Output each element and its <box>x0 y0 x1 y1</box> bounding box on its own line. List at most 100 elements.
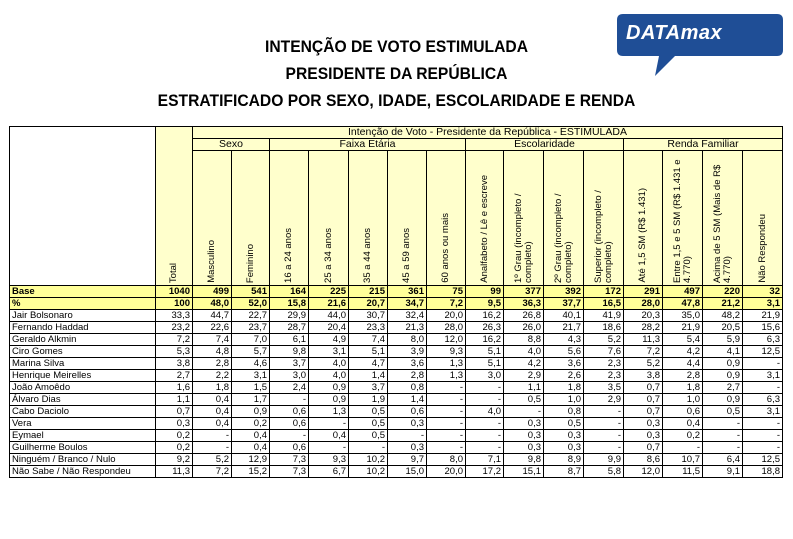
table-cell: 9,9 <box>583 453 624 466</box>
table-cell: 0,7 <box>623 393 663 406</box>
table-cell: 0,3 <box>623 417 663 430</box>
table-cell: 12,5 <box>742 345 783 358</box>
table-cell: 7,3 <box>269 453 309 466</box>
table-cell: - <box>387 429 427 442</box>
table-cell: - <box>465 429 504 442</box>
table-cell: 0,3 <box>623 429 663 442</box>
table-cell: 3,1 <box>742 297 783 310</box>
table-cell: 3,6 <box>387 357 427 370</box>
table-cell: 21,2 <box>702 297 743 310</box>
table-cell: 7,4 <box>348 333 388 346</box>
table-cell: 3,1 <box>231 369 270 382</box>
row-label: Eymael <box>9 429 156 442</box>
table-cell: 9,2 <box>155 453 193 466</box>
table-row: Vera 0,3 0,4 0,2 0,6-0,5 0,3- -0,3 0,5-0,3 0,4- - <box>9 417 783 430</box>
table-cell: 361 <box>387 285 427 298</box>
table-cell: 4,3 <box>543 333 584 346</box>
main-header: Intenção de Voto - Presidente da Repúbli… <box>192 126 783 139</box>
table-cell: 1,3 <box>308 405 349 418</box>
table-cell: 6,3 <box>742 393 783 406</box>
table-cell: 1,8 <box>192 381 232 394</box>
row-label: Guilherme Boulos <box>9 441 156 454</box>
table-cell: 0,5 <box>543 417 584 430</box>
table-cell: - <box>702 417 743 430</box>
table-cell: 12,0 <box>623 465 663 478</box>
row-label: Álvaro Dias <box>9 393 156 406</box>
table-cell: 164 <box>269 285 309 298</box>
table-cell: 172 <box>583 285 624 298</box>
table-cell: 0,3 <box>503 417 544 430</box>
table-cell: 4,2 <box>503 357 544 370</box>
table-cell: 0,4 <box>662 417 703 430</box>
row-label: Cabo Daciolo <box>9 405 156 418</box>
table-cell: 41,9 <box>583 309 624 322</box>
table-cell: 28,0 <box>426 321 466 334</box>
table-cell: 0,6 <box>269 441 309 454</box>
table-cell: 15,0 <box>387 465 427 478</box>
column-header: Não Respondeu <box>742 150 783 286</box>
table-row: Álvaro Dias 1,1 0,4 1,7-0,9 1,9 1,4- -0,5 1,0 2,… <box>9 393 783 406</box>
table-cell: 5,7 <box>231 345 270 358</box>
table-cell: - <box>742 441 783 454</box>
row-label: Geraldo Alkmin <box>9 333 156 346</box>
table-cell: 47,8 <box>662 297 703 310</box>
table-cell: 18,6 <box>583 321 624 334</box>
table-cell: 1,4 <box>387 393 427 406</box>
column-header: 1º Grau (incompleto / completo) <box>503 150 544 286</box>
table-cell: 7,0 <box>231 333 270 346</box>
table-cell: 21,7 <box>543 321 584 334</box>
column-header: 35 a 44 anos <box>348 150 388 286</box>
table-cell: 33,3 <box>155 309 193 322</box>
table-row: João Amoêdo 1,6 1,8 1,5 2,4 0,9 3,7 0,8- -1,1 1,8… <box>9 381 783 394</box>
table-cell: 3,7 <box>348 381 388 394</box>
table-cell: 28,0 <box>623 297 663 310</box>
table-cell: 34,7 <box>387 297 427 310</box>
table-cell: - <box>426 381 466 394</box>
table-cell: 215 <box>348 285 388 298</box>
table-cell: 3,7 <box>269 357 309 370</box>
table-row: Jair Bolsonaro 33,3 44,7 22,7 29,9 44,0 30,7 32… <box>9 309 783 322</box>
table-cell: 0,3 <box>543 429 584 442</box>
row-label: Marina Silva <box>9 357 156 370</box>
column-header: Até 1,5 SM (R$ 1.431) <box>623 150 663 286</box>
table-cell: 0,4 <box>231 441 270 454</box>
table-cell: - <box>503 405 544 418</box>
table-cell: 32 <box>742 285 783 298</box>
table-cell: 5,6 <box>543 345 584 358</box>
table-cell: 9,8 <box>503 453 544 466</box>
table-cell: 4,1 <box>702 345 743 358</box>
table-cell: 17,2 <box>465 465 504 478</box>
table-cell: 2,3 <box>583 357 624 370</box>
table-cell: 2,7 <box>155 369 193 382</box>
table-cell: 5,1 <box>348 345 388 358</box>
table-cell: 100 <box>155 297 193 310</box>
table-cell: - <box>702 429 743 442</box>
table-cell: 5,9 <box>702 333 743 346</box>
table-cell: 7,2 <box>426 297 466 310</box>
table-cell: 30,7 <box>348 309 388 322</box>
table-cell: 12,0 <box>426 333 466 346</box>
table-cell: - <box>583 405 624 418</box>
column-header: 25 a 34 anos <box>308 150 349 286</box>
table-cell: - <box>426 405 466 418</box>
table-cell: 9,3 <box>308 453 349 466</box>
table-cell: 5,2 <box>192 453 232 466</box>
table-cell: 4,0 <box>308 357 349 370</box>
table-cell: 1040 <box>155 285 193 298</box>
table-cell: 20,4 <box>308 321 349 334</box>
table-row: % 100 48,0 52,0 15,8 21,6 20,7 34,7 7,2 9,5 36,3 37… <box>9 297 783 310</box>
table-cell: 2,2 <box>192 369 232 382</box>
table-cell: - <box>662 441 703 454</box>
table-cell: - <box>426 441 466 454</box>
column-header: Entre 1,5 e 5 SM (R$ 1.431 e 4.770) <box>662 150 703 286</box>
table-cell: 7,3 <box>269 465 309 478</box>
table-cell: 0,3 <box>155 417 193 430</box>
table-cell: 0,9 <box>308 381 349 394</box>
table-cell: 26,8 <box>503 309 544 322</box>
table-cell: 11,3 <box>623 333 663 346</box>
table-cell: 0,8 <box>543 405 584 418</box>
table-cell: - <box>465 393 504 406</box>
table-cell: 0,7 <box>155 405 193 418</box>
table-cell: 1,1 <box>155 393 193 406</box>
row-label: Não Sabe / Não Respondeu <box>9 465 156 478</box>
